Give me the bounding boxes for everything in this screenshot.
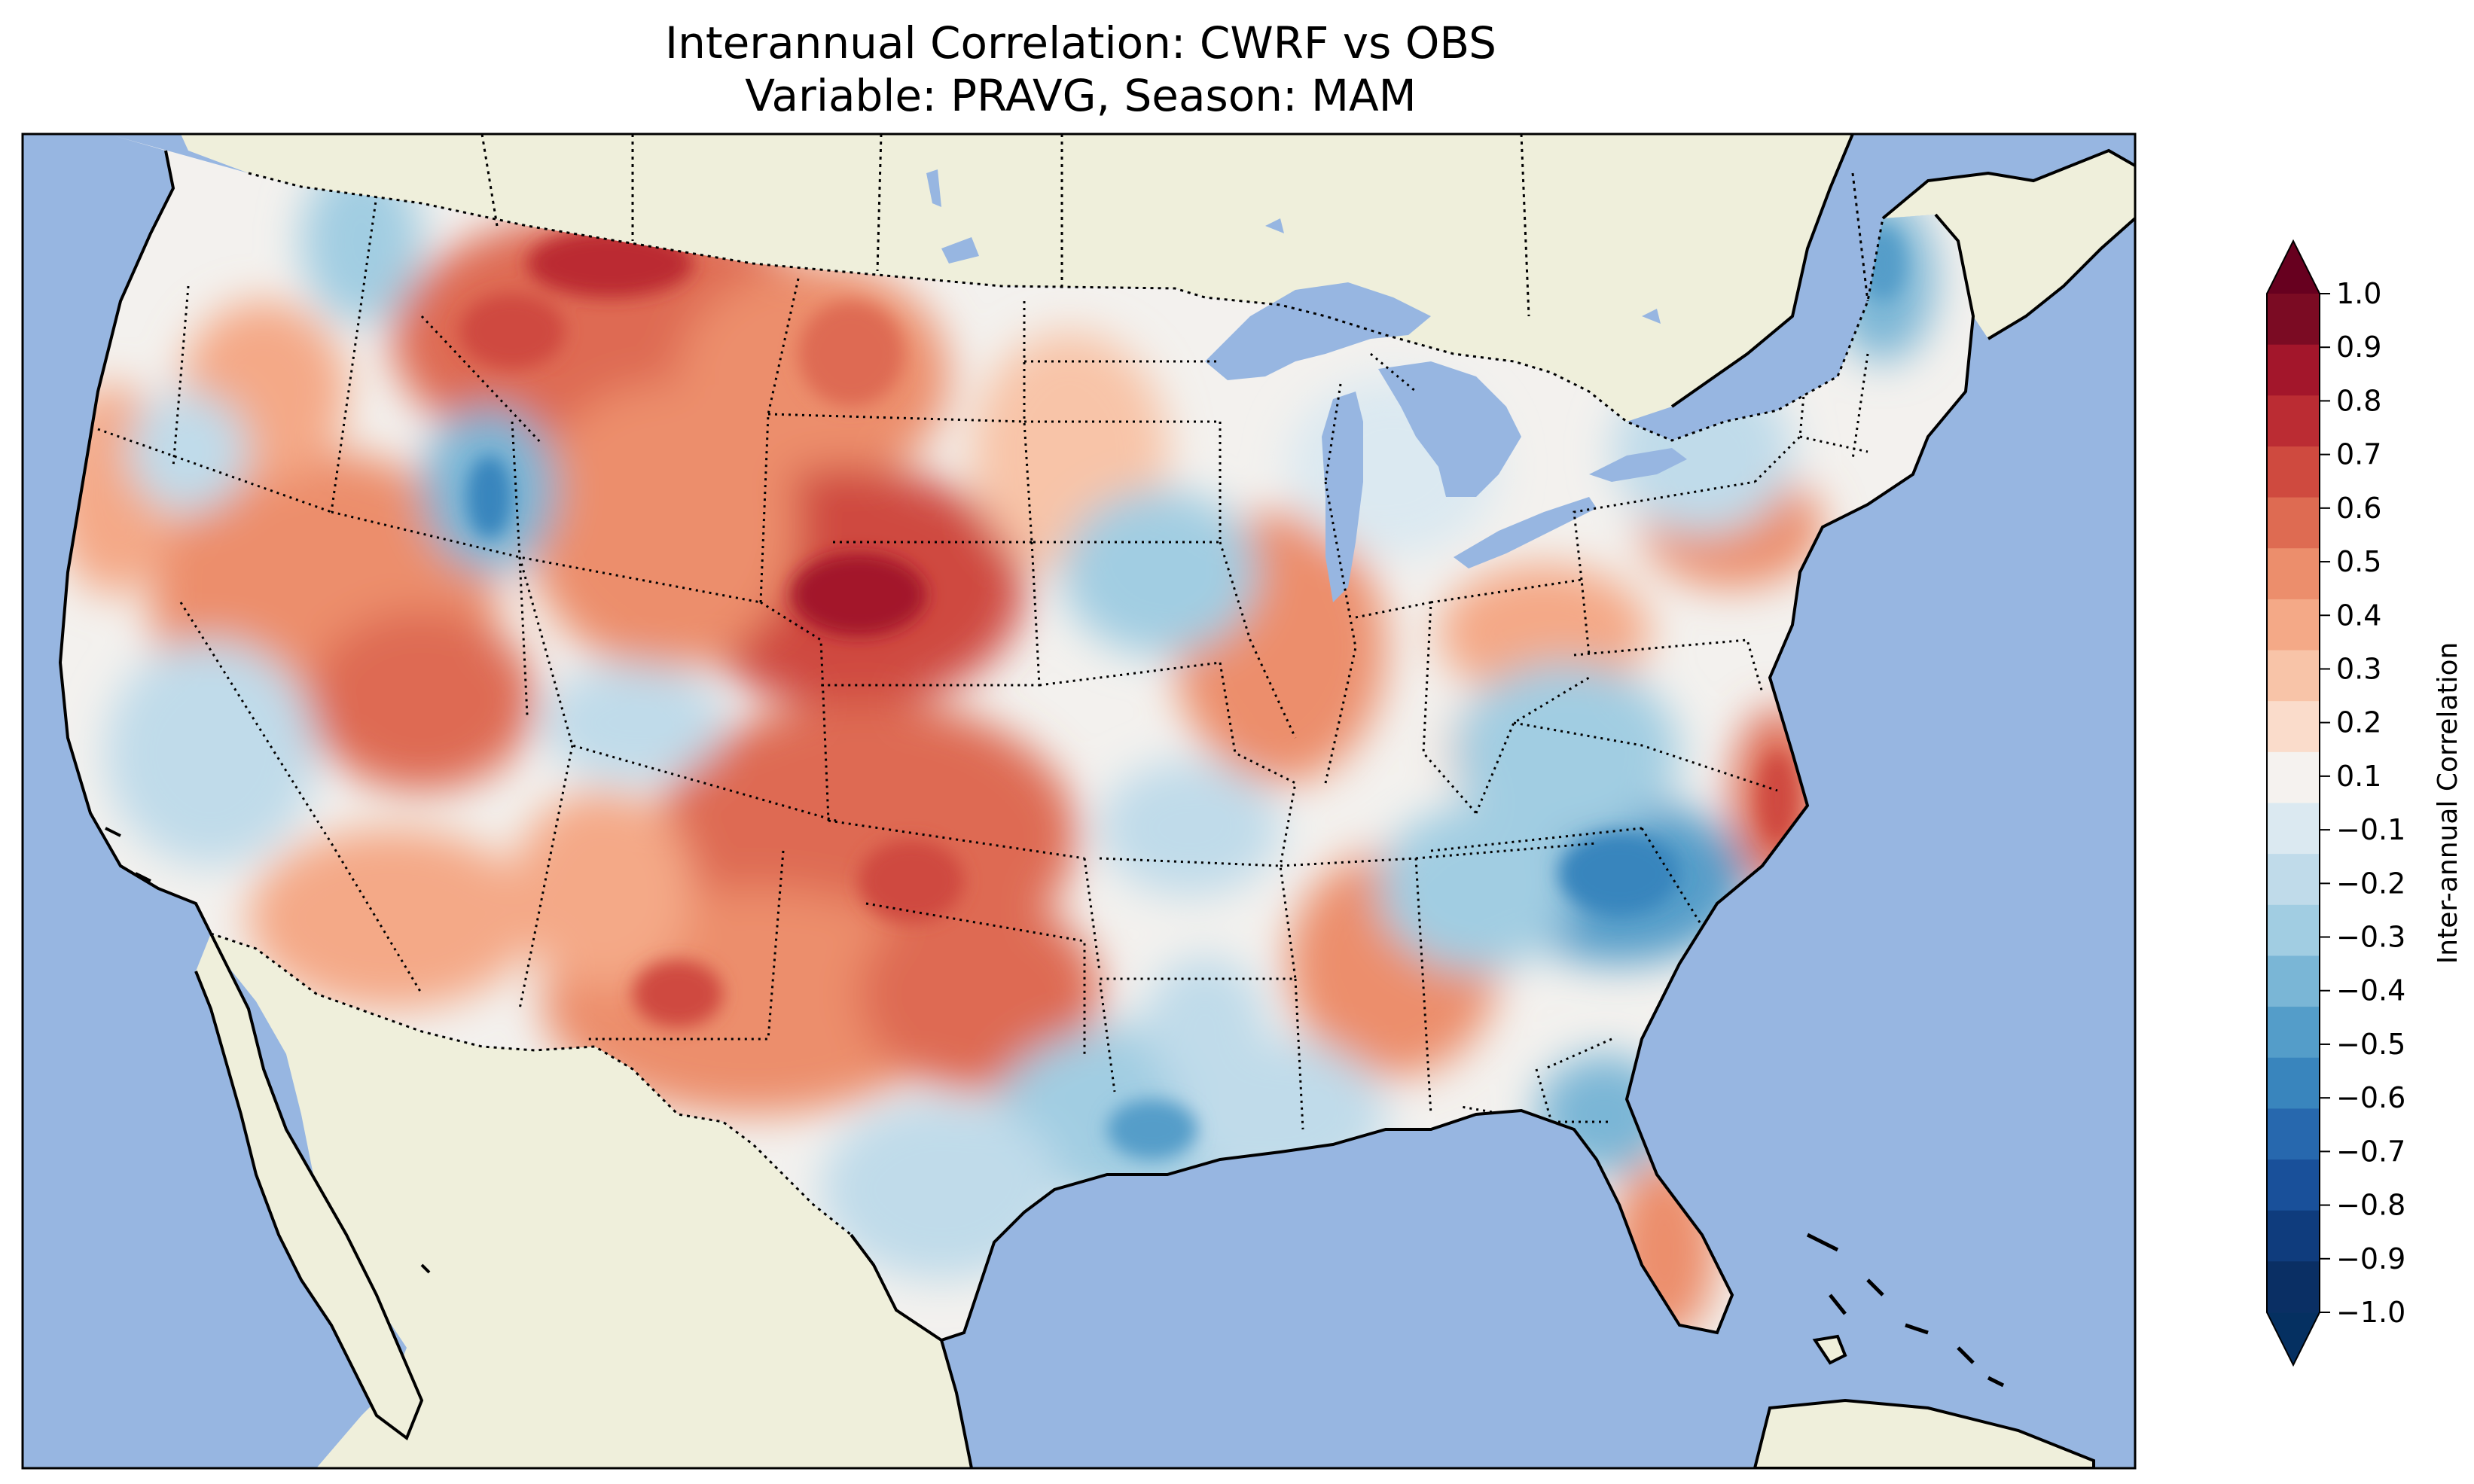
- colorbar: 1.0 0.9 0.8 0.7 0.6 0.5 0.4 0.3 0.2 0.1 −0.1 −0.2 −0…: [2266, 239, 2463, 1367]
- colorbar-tick-label: −0.7: [2336, 1135, 2405, 1168]
- mexico-land: [211, 934, 972, 1468]
- lake-ontario: [1589, 448, 1687, 482]
- colorbar-tick-label: −0.1: [2336, 813, 2405, 846]
- colorbar-tick-label: −0.4: [2336, 974, 2405, 1007]
- colorbar-segment: [2267, 1057, 2320, 1109]
- colorbar-segment: [2267, 751, 2320, 803]
- colorbar-segment: [2267, 548, 2320, 600]
- colorbar-segment: [2267, 1159, 2320, 1211]
- colorbar-label: Inter-annual Correlation: [2433, 642, 2463, 964]
- island: [1812, 1334, 1847, 1365]
- colorbar-segment: [2267, 803, 2320, 855]
- colorbar-segment: [2267, 955, 2320, 1007]
- colorbar-tick-label: 0.1: [2336, 760, 2381, 793]
- colorbar-tick-label: −0.2: [2336, 867, 2405, 900]
- colorbar-segment: [2267, 904, 2320, 956]
- colorbar-segment: [2267, 294, 2320, 346]
- colorbar-tick-label: 0.9: [2336, 331, 2381, 364]
- colorbar-tick-label: −1.0: [2336, 1296, 2405, 1329]
- coastlines: [58, 134, 2135, 1468]
- colorbar-segment: [2267, 395, 2320, 447]
- cuba-land: [1753, 1398, 2095, 1468]
- chart-title-line-2: Variable: PRAVG, Season: MAM: [745, 70, 1417, 121]
- colorbar-segment: [2267, 446, 2320, 498]
- lake-michigan: [1322, 392, 1363, 602]
- colorbar-tick-label: −0.5: [2336, 1028, 2405, 1061]
- colorbar-segment: [2267, 497, 2320, 549]
- colorbar-tick-label: 0.6: [2336, 492, 2381, 525]
- colorbar-extend-max: [2267, 241, 2320, 294]
- colorbar-tick-label: −0.6: [2336, 1081, 2405, 1114]
- colorbar-extend-min: [2267, 1312, 2320, 1365]
- colorbar-tick-label: 0.2: [2336, 706, 2381, 739]
- colorbar-segment: [2267, 854, 2320, 906]
- bahamas-islands: [1806, 1233, 2005, 1388]
- colorbar-tick-label: 0.7: [2336, 438, 2381, 471]
- borders: [210, 134, 1884, 1236]
- colorbar-tick-label: −0.3: [2336, 921, 2405, 954]
- maritime-land: [1883, 151, 2135, 339]
- colorbar-tick-label: 0.4: [2336, 599, 2381, 632]
- canada-land: [181, 134, 1853, 422]
- chart-title-line-1: Interannual Correlation: CWRF vs OBS: [664, 17, 1496, 69]
- colorbar-tick-label: −0.8: [2336, 1189, 2405, 1222]
- state-borders: [97, 195, 1869, 1130]
- lake-erie: [1454, 497, 1597, 568]
- colorbar-segment: [2267, 1210, 2320, 1262]
- map-frame: [21, 133, 2137, 1470]
- great-lakes: [926, 169, 1687, 602]
- colorbar-segment: [2267, 701, 2320, 753]
- colorbar-segment: [2267, 1007, 2320, 1059]
- lake-huron: [1378, 361, 1521, 497]
- colorbar-tick-label: 0.3: [2336, 652, 2381, 685]
- colorbar-tick-label: 0.5: [2336, 545, 2381, 578]
- colorbar-segment: [2267, 1108, 2320, 1160]
- colorbar-segment: [2267, 650, 2320, 702]
- colorbar-tick-label: 1.0: [2336, 277, 2381, 310]
- colorbar-segment: [2267, 344, 2320, 396]
- colorbar-tick-label: 0.8: [2336, 384, 2381, 417]
- lake-superior: [1205, 282, 1431, 380]
- colorbar-tick-label: −0.9: [2336, 1242, 2405, 1275]
- colorbar-segment: [2267, 1261, 2320, 1313]
- colorbar-segment: [2267, 599, 2320, 651]
- baja-california-land: [196, 934, 422, 1438]
